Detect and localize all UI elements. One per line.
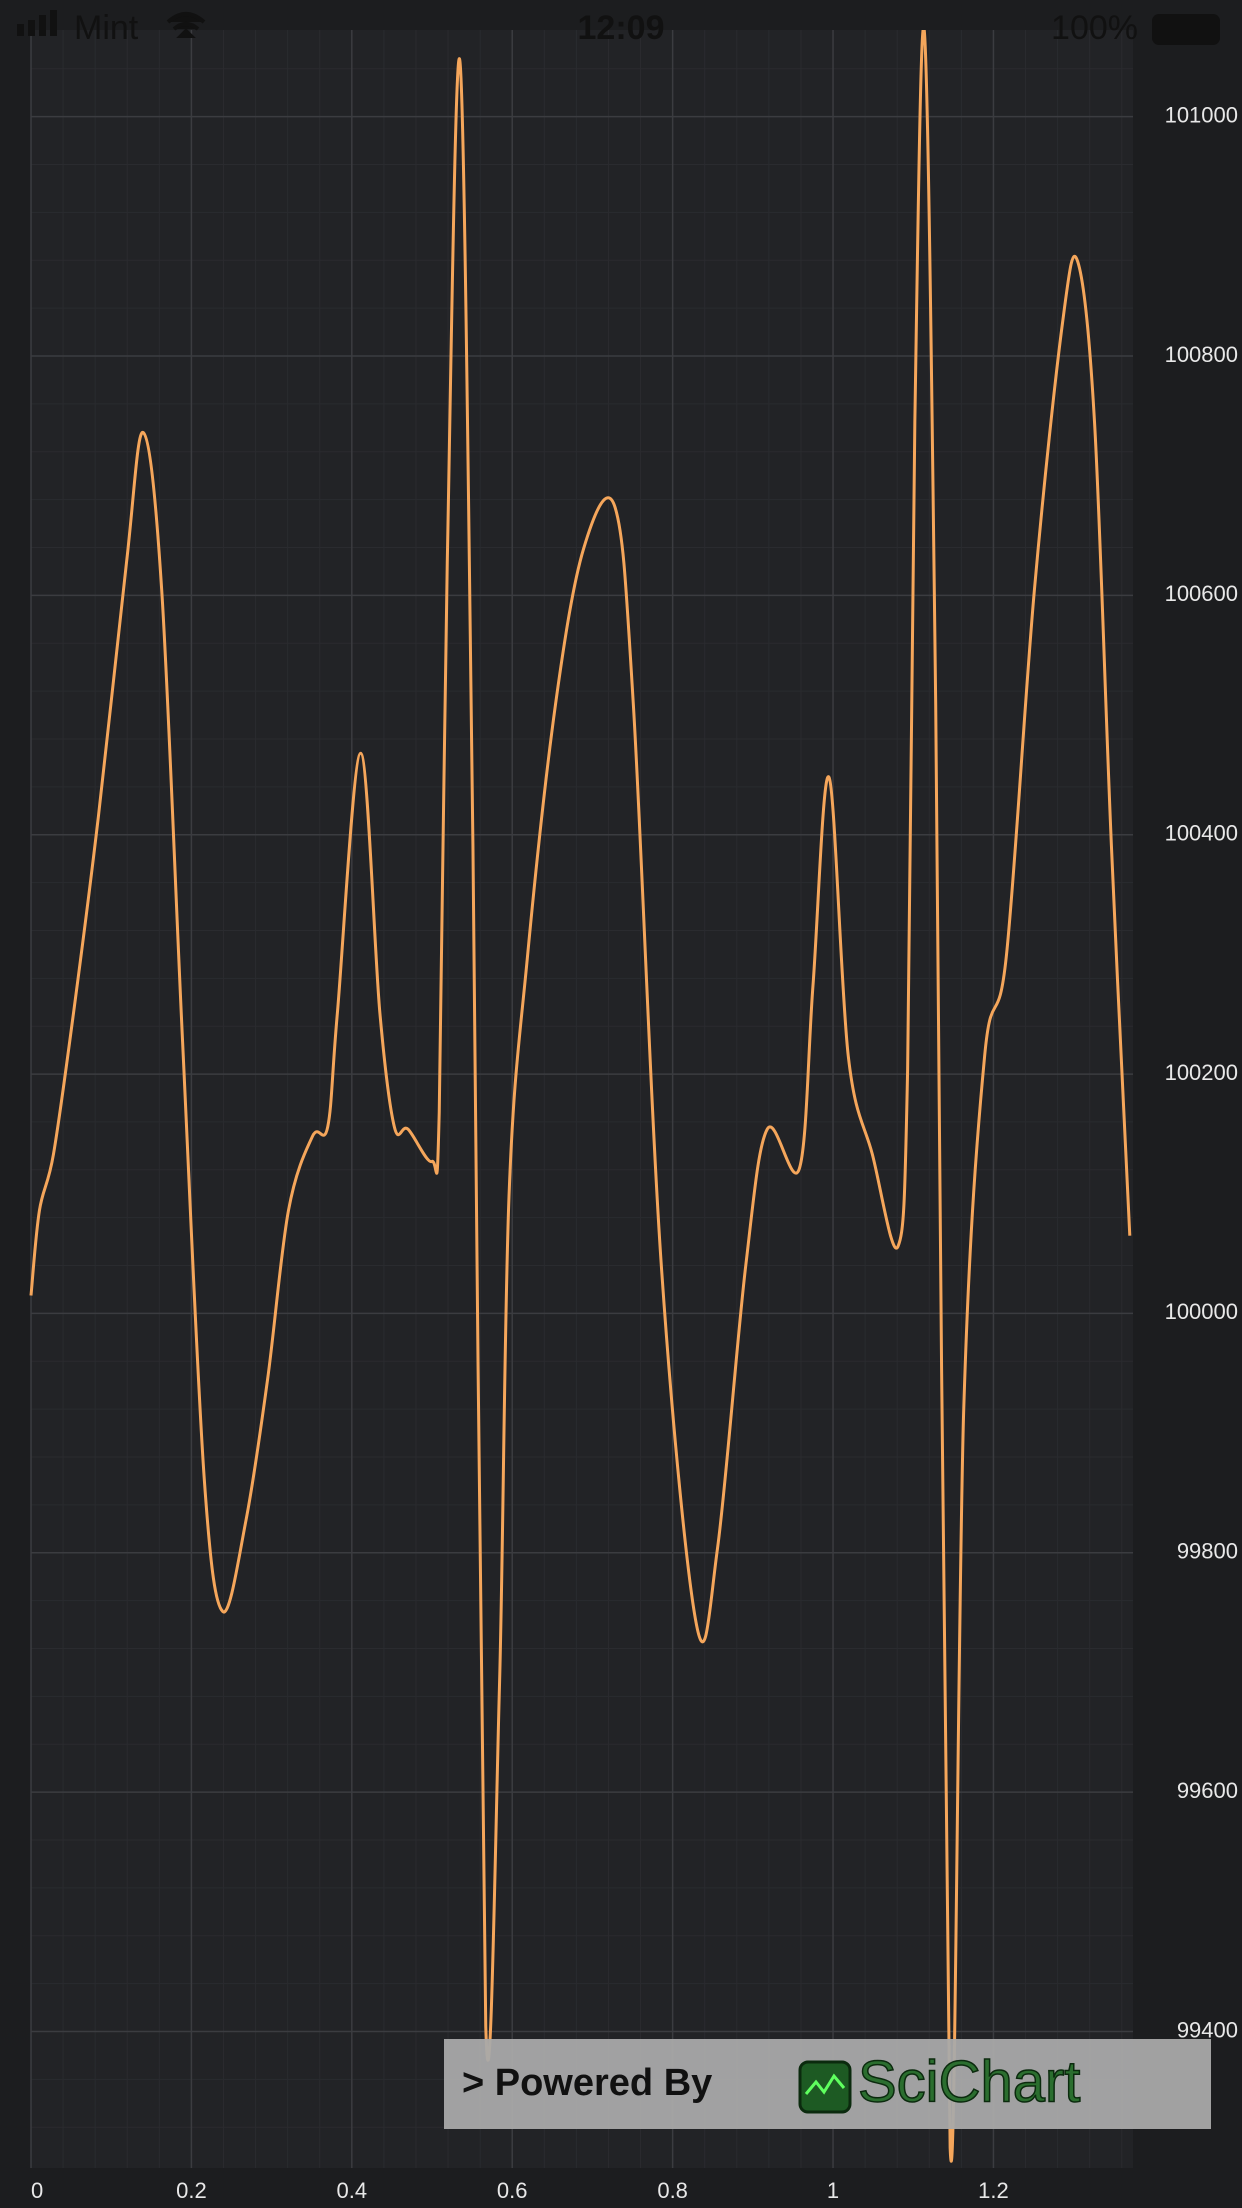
battery-icon bbox=[1152, 14, 1220, 45]
y-tick-label: 100600 bbox=[1165, 581, 1238, 606]
series-layer bbox=[29, 25, 1132, 2163]
x-tick-label: 0.6 bbox=[497, 2178, 528, 2203]
signal bbox=[39, 15, 46, 36]
x-tick-label: 1.2 bbox=[978, 2178, 1009, 2203]
y-tick-label: 101000 bbox=[1165, 102, 1238, 127]
battery-text: 100% bbox=[1051, 9, 1138, 47]
plot-area bbox=[31, 28, 1133, 2168]
y-tick-label: 99600 bbox=[1177, 1778, 1238, 1803]
x-tick-label: 0.2 bbox=[176, 2178, 207, 2203]
wifi-icon bbox=[166, 12, 206, 38]
line-series bbox=[29, 25, 1132, 2163]
tick-labels: 0 0.2 0.4 0.6 0.8 1 1.2 99400 99600 99800 100000 10… bbox=[31, 102, 1238, 2202]
x-tick-label: 0 bbox=[31, 2178, 43, 2203]
y-tick-label: 100000 bbox=[1165, 1299, 1238, 1324]
logo-wave bbox=[804, 2073, 846, 2095]
y-tick-label: 100400 bbox=[1165, 821, 1238, 846]
status-bg bbox=[0, 0, 1242, 30]
logo-icon bbox=[798, 2060, 852, 2114]
x-tick-label: 1 bbox=[827, 2178, 839, 2203]
y-tick-label: 99800 bbox=[1177, 1539, 1238, 1564]
signal bbox=[28, 20, 35, 36]
watermark-brand: SciChart bbox=[858, 2049, 1080, 2114]
y-tick-label: 100800 bbox=[1165, 342, 1238, 367]
signal bbox=[17, 24, 24, 36]
carrier: Mint bbox=[74, 9, 139, 47]
watermark-prefix: > Powered By bbox=[462, 2062, 712, 2104]
x-tick-label: 0.4 bbox=[337, 2178, 368, 2203]
y-tick-label: 100200 bbox=[1165, 1060, 1238, 1085]
status-bar: Mint 12:09 100% bbox=[0, 0, 1242, 47]
clock: 12:09 bbox=[578, 9, 665, 47]
signal bbox=[50, 10, 57, 36]
y-tick-label: 99400 bbox=[1177, 2017, 1238, 2042]
watermark: > Powered By SciChart bbox=[444, 2039, 1211, 2129]
x-tick-label: 0.8 bbox=[657, 2178, 688, 2203]
